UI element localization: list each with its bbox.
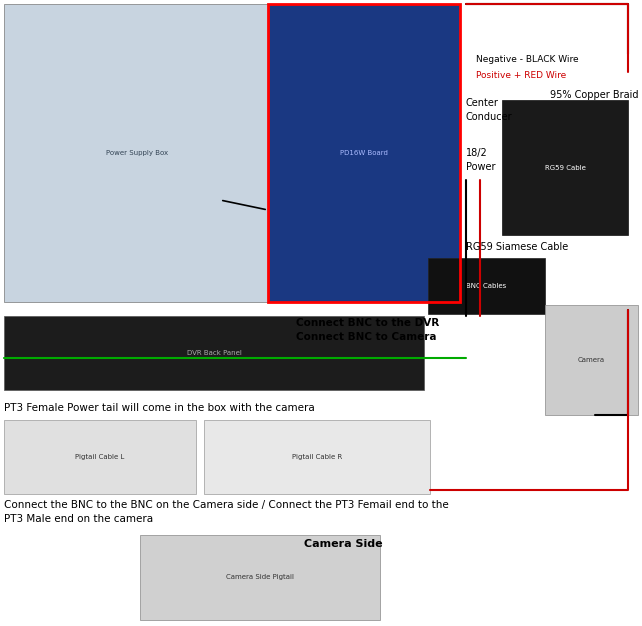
Text: Center
Conducer: Center Conducer [466, 98, 512, 121]
Text: RG59 Cable: RG59 Cable [544, 165, 586, 170]
Bar [204, 420, 430, 494]
Bar [140, 535, 380, 620]
Bar [4, 420, 196, 494]
Text: PD16W Board: PD16W Board [340, 150, 388, 156]
Text: 95% Copper Braid: 95% Copper Braid [550, 90, 639, 100]
Bar [502, 100, 628, 235]
Bar [4, 4, 270, 302]
Text: 18/2
Power: 18/2 Power [466, 148, 496, 172]
Text: Power Supply Box: Power Supply Box [106, 150, 168, 156]
Text: Connect BNC to the DVR
Connect BNC to Camera: Connect BNC to the DVR Connect BNC to Ca… [296, 319, 439, 342]
Text: Positive + RED Wire: Positive + RED Wire [476, 71, 566, 80]
Bar [4, 316, 424, 390]
Bar [428, 258, 545, 314]
Bar [545, 305, 638, 415]
Text: Connect the BNC to the BNC on the Camera side / Connect the PT3 Femail end to th: Connect the BNC to the BNC on the Camera… [4, 500, 449, 523]
Text: Camera Side Pigtail: Camera Side Pigtail [226, 575, 294, 580]
Text: RG59 Siamese Cable: RG59 Siamese Cable [466, 242, 568, 252]
Text: Negative - BLACK Wire: Negative - BLACK Wire [476, 56, 578, 64]
Bar [268, 4, 460, 302]
Text: Camera: Camera [578, 357, 605, 363]
Text: BNC Cables: BNC Cables [466, 283, 507, 289]
Text: Pigtail Cable L: Pigtail Cable L [75, 454, 125, 460]
Text: DVR Back Panel: DVR Back Panel [187, 350, 241, 356]
Bar [268, 4, 460, 302]
Text: Pigtail Cable R: Pigtail Cable R [292, 454, 342, 460]
Text: PT3 Female Power tail will come in the box with the camera: PT3 Female Power tail will come in the b… [4, 403, 315, 413]
Text: Camera Side: Camera Side [304, 539, 383, 549]
